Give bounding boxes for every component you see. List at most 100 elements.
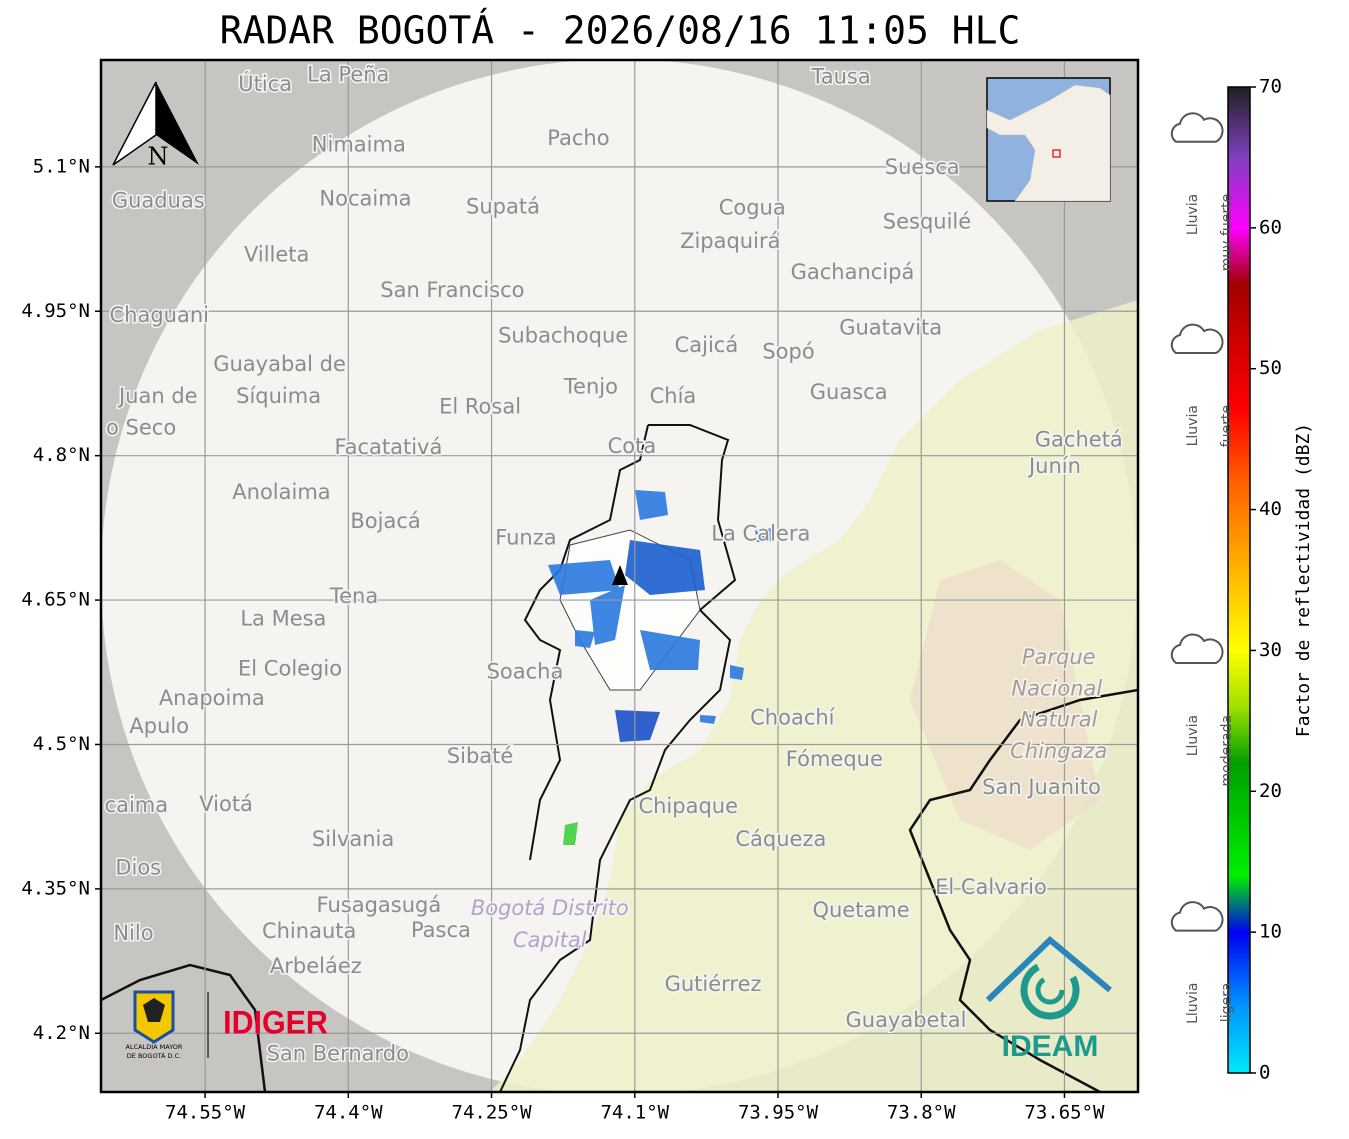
department-border bbox=[101, 963, 267, 1092]
place-label: Tena bbox=[329, 584, 378, 608]
place-label: Nocaima bbox=[319, 187, 411, 211]
place-label: Choachí bbox=[750, 705, 836, 729]
north-arrow: N bbox=[112, 81, 199, 171]
place-label: Guaduas bbox=[112, 189, 205, 213]
place-label: Chingaza bbox=[1010, 739, 1107, 763]
rain-icon bbox=[1170, 112, 1224, 143]
place-label: Gachancipá bbox=[791, 260, 915, 284]
place-label: Cogua bbox=[719, 195, 786, 219]
place-label: Síquima bbox=[236, 384, 321, 408]
place-label: Guatavita bbox=[839, 316, 942, 340]
place-label: Tenjo bbox=[563, 374, 618, 398]
rain-category-label: Lluvia bbox=[1185, 715, 1201, 756]
colorbar-tick-label: 40 bbox=[1259, 498, 1282, 520]
place-label: Bogotá Distrito bbox=[471, 896, 629, 920]
colorbar-tick-label: 30 bbox=[1259, 639, 1282, 661]
place-label: Pacho bbox=[547, 126, 609, 150]
place-labels: Útica La Peña Tausa Pacho Nimaima Guaduas Noca… bbox=[103, 61, 1124, 1067]
y-tick-label: 4.65°N bbox=[21, 589, 90, 611]
place-label: La Calera bbox=[711, 522, 810, 546]
place-label: Nilo bbox=[113, 921, 153, 945]
place-label: Parque bbox=[1022, 645, 1096, 669]
place-label: San Juanito bbox=[982, 775, 1101, 799]
district-border bbox=[499, 424, 737, 1092]
y-tick-label: 4.95°N bbox=[21, 300, 90, 322]
place-label: Suesca bbox=[885, 155, 960, 179]
x-tick-label: 74.25°W bbox=[452, 1102, 533, 1124]
rain-category: Lluvia moderada bbox=[1170, 633, 1235, 787]
y-tick-label: 4.2°N bbox=[33, 1022, 90, 1044]
colorbar bbox=[1227, 86, 1251, 1074]
terrain-lowland bbox=[490, 300, 1138, 1092]
place-label: La Peña bbox=[307, 62, 389, 86]
place-label: San Francisco bbox=[380, 278, 524, 302]
colorbar-label: Factor de reflectividad (dBZ) bbox=[1293, 423, 1314, 737]
colorbar-tick-label: 70 bbox=[1259, 76, 1282, 98]
y-tick-label: 4.8°N bbox=[33, 444, 90, 466]
y-tick-label: 4.5°N bbox=[33, 733, 90, 755]
x-tick-label: 73.8°W bbox=[887, 1102, 956, 1124]
inset-map bbox=[986, 77, 1111, 202]
rain-category-label: Lluvia bbox=[1185, 983, 1201, 1024]
place-label: San Bernardo bbox=[267, 1041, 409, 1065]
radar-site bbox=[612, 565, 628, 585]
place-label: El Colegio bbox=[238, 656, 342, 680]
place-label: Fusagasugá bbox=[317, 893, 442, 917]
place-label: Tausa bbox=[810, 64, 870, 88]
place-label: Juan de bbox=[117, 384, 198, 408]
place-label: Chaguani bbox=[109, 303, 209, 327]
grid bbox=[101, 60, 1138, 1092]
rain-category-label: muy fuerte bbox=[1219, 194, 1235, 272]
x-tick-label: 73.95°W bbox=[738, 1102, 819, 1124]
place-label: Cota bbox=[608, 434, 657, 458]
place-label: Facatativá bbox=[334, 435, 442, 459]
place-label: Guasca bbox=[810, 380, 888, 404]
place-label: Apulo bbox=[129, 714, 189, 738]
rain-category-label: Lluvia bbox=[1185, 194, 1201, 235]
alcaldia-logo: ALCALDÍA MAYOR DE BOGOTÁ D.C. IDIGER bbox=[126, 990, 328, 1060]
place-label: Sopó bbox=[762, 340, 814, 364]
place-label: caima bbox=[105, 793, 169, 817]
north-label: N bbox=[148, 143, 169, 171]
place-label: Zipaquirá bbox=[680, 229, 780, 253]
place-label: Quetame bbox=[812, 898, 909, 922]
rain-icon bbox=[1170, 901, 1224, 932]
place-label: Supatá bbox=[466, 194, 540, 218]
place-label: Guayabetal bbox=[845, 1008, 966, 1032]
place-label: Anolaima bbox=[232, 480, 330, 504]
rain-icon bbox=[1170, 323, 1224, 355]
place-label: Sesquilé bbox=[883, 210, 971, 234]
place-label: Capital bbox=[513, 928, 587, 952]
department-border bbox=[908, 688, 1138, 1092]
place-label: Cáqueza bbox=[735, 827, 826, 851]
ideam-text: IDEAM bbox=[1002, 1030, 1099, 1063]
place-label: Chipaque bbox=[638, 794, 738, 818]
place-label: Chía bbox=[650, 384, 697, 408]
place-label: Soacha bbox=[487, 659, 564, 683]
ideam-logo: IDEAM bbox=[985, 935, 1112, 1063]
x-tick-label: 74.4°W bbox=[314, 1102, 383, 1124]
place-label: Útica bbox=[238, 71, 292, 96]
place-label: Cajicá bbox=[675, 333, 739, 357]
alcaldia-text: ALCALDÍA MAYOR bbox=[126, 1042, 183, 1051]
place-label: Gachetá bbox=[1035, 427, 1123, 451]
place-label: Viotá bbox=[199, 792, 253, 816]
y-tick-label: 4.35°N bbox=[21, 877, 90, 899]
alcaldia-text: DE BOGOTÁ D.C. bbox=[127, 1051, 181, 1060]
place-label: Funza bbox=[495, 525, 556, 549]
rain-category-label: fuerte bbox=[1219, 405, 1235, 447]
place-label: Pasca bbox=[411, 918, 471, 942]
idiger-logo: IDIGER bbox=[223, 1005, 328, 1041]
map: Útica La Peña Tausa Pacho Nimaima Guaduas Noca… bbox=[101, 60, 1138, 1092]
rain-category-label: Lluvia bbox=[1185, 405, 1201, 446]
place-label: Chinauta bbox=[262, 919, 356, 943]
place-label: Bojacá bbox=[350, 509, 420, 533]
x-tick-label: 73.65°W bbox=[1024, 1102, 1105, 1124]
map-frame bbox=[99, 58, 1140, 1094]
colorbar-tick-label: 60 bbox=[1259, 216, 1282, 238]
rain-category-label: moderada bbox=[1219, 715, 1235, 787]
place-label: Anapoima bbox=[159, 686, 265, 710]
place-label: La Mesa bbox=[240, 606, 326, 630]
